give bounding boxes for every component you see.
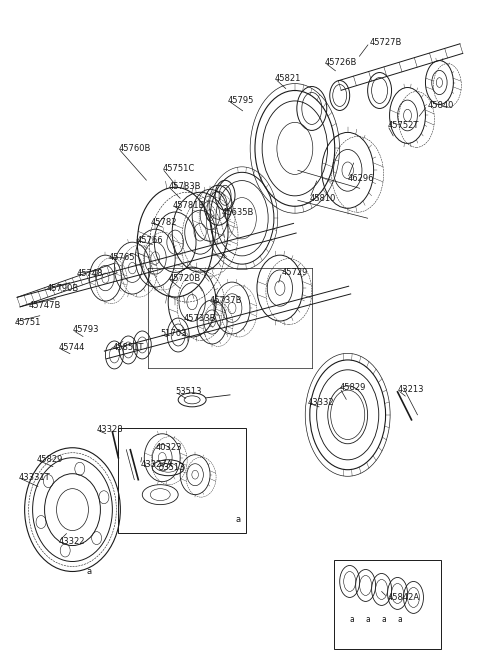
Text: 45751C: 45751C [162, 164, 194, 173]
Text: 45737B: 45737B [210, 296, 242, 305]
Text: 45733B: 45733B [183, 313, 216, 323]
Text: 53513: 53513 [158, 463, 185, 472]
Text: 45744: 45744 [59, 344, 85, 352]
Text: 45782: 45782 [150, 217, 177, 227]
Text: a: a [235, 515, 240, 524]
Text: 45795: 45795 [228, 96, 254, 105]
Bar [119, 428, 246, 533]
Text: 45635B: 45635B [222, 208, 254, 217]
Text: a: a [397, 615, 402, 624]
Text: 45747B: 45747B [29, 300, 61, 309]
Text: 43328: 43328 [96, 425, 123, 434]
Text: 51703: 51703 [160, 330, 187, 338]
Text: 45821: 45821 [275, 74, 301, 83]
Text: 45765: 45765 [108, 253, 135, 261]
Text: 45829: 45829 [340, 384, 366, 392]
Text: a: a [86, 567, 92, 576]
Text: 53513: 53513 [175, 388, 202, 396]
Text: 43322: 43322 [59, 537, 85, 546]
Text: 45842A: 45842A [387, 593, 420, 602]
Text: 45840: 45840 [428, 101, 454, 110]
Text: 45829: 45829 [36, 455, 63, 464]
Text: 45751: 45751 [15, 317, 41, 327]
Text: 45727B: 45727B [370, 38, 402, 47]
Text: 43331T: 43331T [19, 473, 50, 482]
Text: 45851T: 45851T [112, 344, 144, 352]
Text: 45752T: 45752T [387, 121, 419, 130]
Text: a: a [349, 615, 354, 624]
Text: a: a [381, 615, 386, 624]
Text: 45726B: 45726B [325, 58, 357, 67]
Text: 46296: 46296 [348, 174, 374, 183]
Text: 45720B: 45720B [168, 273, 201, 283]
Text: 45766: 45766 [136, 236, 163, 244]
Text: 45790B: 45790B [47, 284, 79, 292]
Text: 45793: 45793 [72, 325, 99, 334]
Text: 45760B: 45760B [119, 144, 151, 153]
Text: 43213: 43213 [397, 386, 424, 394]
Text: 45810: 45810 [310, 194, 336, 203]
Text: 43327A: 43327A [140, 460, 173, 469]
Text: 45781B: 45781B [172, 201, 204, 210]
Text: 43332: 43332 [308, 398, 335, 407]
Text: 45783B: 45783B [168, 182, 201, 191]
Text: 45729: 45729 [282, 267, 308, 277]
Text: 40323: 40323 [155, 443, 182, 452]
Text: 45748: 45748 [76, 269, 103, 278]
Text: a: a [365, 615, 370, 624]
Bar [334, 560, 442, 649]
